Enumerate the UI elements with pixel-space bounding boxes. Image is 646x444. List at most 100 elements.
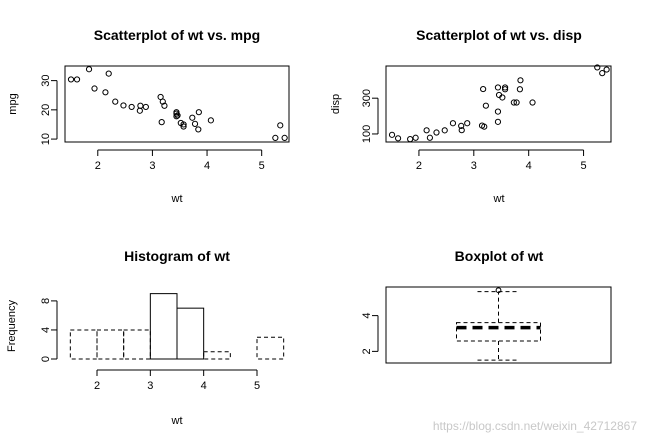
scatter-point <box>449 120 457 127</box>
scatter-point <box>501 84 509 91</box>
y-tick-label: 0 <box>40 356 52 362</box>
y-ticks: 0 4 8 <box>40 298 58 362</box>
x-tick-label: 5 <box>259 160 265 172</box>
scatter-point <box>516 86 524 93</box>
x-tick-label: 3 <box>147 380 153 392</box>
histogram-bar <box>123 329 151 360</box>
histogram-wt-panel: Histogram of wt wt Frequency 2 3 4 5 0 4 8 <box>6 248 285 427</box>
scatter-point <box>105 70 112 77</box>
scatter-point <box>180 121 187 128</box>
scatter-point <box>494 84 502 91</box>
scatter-point <box>195 126 202 133</box>
scatter-point <box>501 86 509 93</box>
scatter-point <box>207 117 214 124</box>
scatter-point <box>85 66 93 73</box>
scatter-point <box>494 118 502 125</box>
scatter-point <box>120 102 127 109</box>
scatter-point <box>195 109 202 116</box>
x-ticks: 2 3 4 5 <box>95 149 265 172</box>
chart-title: Scatterplot of wt vs. mpg <box>94 27 260 43</box>
x-ticks: 2 3 4 5 <box>94 369 260 392</box>
outlier-point <box>495 287 502 294</box>
scatter-point <box>158 119 165 126</box>
box-iqr <box>456 322 541 342</box>
scatter-point <box>91 85 98 92</box>
scatter-point <box>412 134 419 141</box>
histogram-bar <box>176 307 205 360</box>
y-tick-label: 30 <box>40 74 52 86</box>
x-axis-label: wt <box>493 193 505 205</box>
scatter-point <box>423 127 430 134</box>
x-axis-label: wt <box>171 415 183 427</box>
chart-title: Histogram of wt <box>124 248 230 264</box>
histogram-bar <box>203 351 231 360</box>
x-tick-label: 3 <box>471 160 477 172</box>
plot-frame <box>385 286 612 364</box>
x-tick-label: 5 <box>580 160 586 172</box>
y-tick-label: 8 <box>40 298 52 304</box>
x-tick-label: 2 <box>95 160 101 172</box>
x-axis-label: wt <box>171 193 183 205</box>
data-points <box>388 64 610 143</box>
data-points <box>67 66 288 142</box>
chart-title: Scatterplot of wt vs. disp <box>416 27 582 43</box>
scatter-point <box>136 107 143 114</box>
y-axis-label: disp <box>330 94 342 114</box>
x-tick-label: 2 <box>94 380 100 392</box>
scatter-point <box>464 120 471 127</box>
scatter-point <box>128 103 135 111</box>
y-tick-label: 4 <box>361 313 373 319</box>
x-tick-label: 2 <box>416 160 422 172</box>
scatter-point <box>388 131 396 138</box>
scatter-point <box>603 66 610 73</box>
scatter-point <box>173 109 180 116</box>
scatter-point <box>481 123 488 130</box>
y-axis-label: Frequency <box>6 300 18 352</box>
scatter-point <box>67 76 75 83</box>
chart-title: Boxplot of wt <box>455 248 544 264</box>
histogram-bar <box>149 293 178 360</box>
scatter-point <box>594 64 601 71</box>
plot-frame <box>385 65 612 143</box>
x-tick-label: 4 <box>526 160 532 172</box>
x-tick-label: 4 <box>204 160 210 172</box>
scatter-point <box>513 99 520 106</box>
x-tick-label: 4 <box>201 380 207 392</box>
boxplot-wt-panel: Boxplot of wt 24 <box>361 248 612 364</box>
histogram-bar <box>69 329 98 360</box>
y-tick-label: 2 <box>361 348 373 354</box>
scatter-point <box>189 114 196 121</box>
y-tick-label: 20 <box>40 104 52 116</box>
scatter-point <box>480 85 487 93</box>
y-ticks: 100 300 <box>361 89 379 143</box>
histogram-bars <box>69 293 285 360</box>
scatter-point <box>441 127 448 134</box>
scatter-point <box>407 136 414 143</box>
scatter-point <box>174 112 181 119</box>
y-tick-label: 100 <box>361 125 373 143</box>
y-tick-label: 10 <box>40 133 52 145</box>
scatter-point <box>73 76 81 83</box>
y-ticks: 10 20 30 <box>40 74 58 145</box>
x-tick-label: 3 <box>149 160 155 172</box>
scatter-point <box>499 94 506 101</box>
scatter-point <box>159 98 166 105</box>
scatter-point <box>599 70 606 77</box>
scatter-point <box>510 99 517 106</box>
scatter-point <box>433 129 440 136</box>
histogram-bar <box>256 336 285 360</box>
x-tick-label: 5 <box>254 380 260 392</box>
x-ticks: 2 3 4 5 <box>416 149 587 172</box>
y-ticks: 24 <box>361 313 379 354</box>
scatter-point <box>517 77 524 84</box>
y-tick-label: 4 <box>40 327 52 333</box>
scatter-point <box>529 99 536 106</box>
scatter-point <box>191 120 199 127</box>
scatter-point <box>281 134 288 142</box>
histogram-bar <box>96 329 125 360</box>
scatter-point <box>458 122 465 130</box>
scatter-point <box>494 108 502 115</box>
scatter-point <box>458 127 465 134</box>
